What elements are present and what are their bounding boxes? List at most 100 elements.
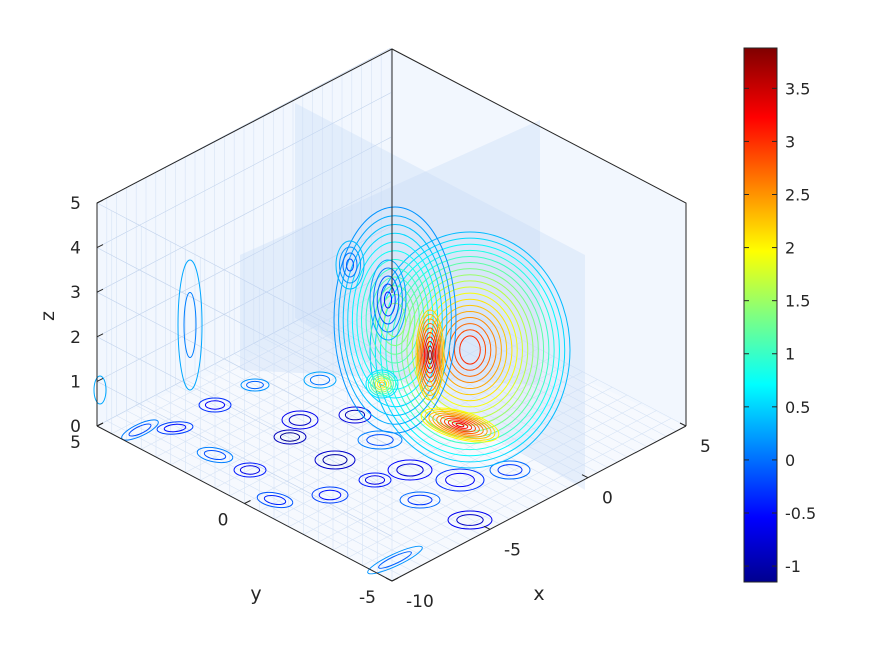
peak-contour — [428, 350, 432, 360]
wall-grid-z — [96, 291, 393, 448]
floor-contour — [309, 374, 331, 386]
floor-contour — [364, 475, 386, 485]
x-tick-label: 5 — [700, 437, 711, 457]
slice-planes — [240, 103, 585, 490]
floor-contour — [263, 494, 287, 506]
wall-contour — [346, 258, 354, 272]
slice-contour — [395, 262, 545, 438]
slice-contour — [347, 232, 443, 408]
floor-contour — [303, 371, 337, 389]
floor-grid-y — [347, 402, 642, 559]
floor-contour — [399, 491, 441, 509]
peak-contour — [436, 414, 484, 436]
peak-contour — [418, 318, 442, 392]
floor-contour — [447, 510, 493, 530]
floor-grid-y — [214, 332, 510, 489]
floor-contour — [203, 449, 227, 461]
floor-contour — [435, 468, 485, 492]
wall-contour — [339, 246, 361, 284]
z-tick-mark — [96, 377, 104, 382]
slice-contour — [333, 206, 457, 434]
y-tick-mark — [391, 577, 399, 582]
floor-contour — [121, 419, 159, 441]
x-tick-mark — [483, 525, 491, 530]
z-tick-mark — [96, 288, 104, 293]
z-axis-label: z — [37, 311, 59, 321]
peak-contour — [416, 314, 444, 396]
floor-grid-y — [244, 348, 539, 504]
x-tick-mark — [581, 474, 589, 479]
colorbar-tick-label: 3.5 — [785, 79, 810, 98]
colorbar-tick-label: -1 — [785, 557, 801, 576]
x-tick-label: -10 — [406, 592, 434, 612]
slice-contour — [351, 241, 439, 399]
peak-contour — [415, 309, 445, 401]
floor-contour — [156, 421, 194, 435]
colorbar-tick-label: -0.5 — [785, 504, 816, 523]
z-tick-mark — [96, 244, 104, 249]
contour-lines — [93, 206, 571, 575]
floor-contour — [163, 423, 187, 433]
y-tick-label: 5 — [70, 433, 81, 453]
y-tick-mark — [96, 422, 104, 427]
wall-contour — [369, 259, 407, 341]
peak-contour — [428, 410, 492, 440]
floor-contour — [281, 410, 319, 430]
slice-contour — [370, 276, 420, 364]
floor-contour — [279, 432, 301, 442]
slice-plane-y — [295, 103, 585, 490]
z-tick-label: 0 — [70, 417, 81, 437]
wall-grid-z — [96, 336, 393, 493]
floor-contour — [256, 491, 294, 509]
wall-grid-z — [96, 136, 392, 293]
z-tick-label: 1 — [70, 372, 81, 392]
peak-contour — [372, 375, 392, 393]
grid-lines — [96, 47, 687, 582]
floor-contour — [240, 378, 270, 392]
floor-contour — [318, 489, 342, 501]
peak-contour — [451, 421, 469, 429]
colorbar: -1 -0.5 0 0.5 1 1.5 2 2.5 3 3.5 — [743, 47, 816, 583]
peak-contour — [443, 417, 477, 433]
floor-contour — [273, 429, 307, 445]
colorbar-tick-label: 2 — [785, 239, 795, 258]
wall-contour — [177, 259, 203, 391]
floor-contour — [358, 472, 392, 488]
floor-contour — [367, 545, 423, 575]
floor-grid-y — [273, 363, 569, 520]
floor-grid-y — [200, 324, 495, 481]
peak-contour — [374, 377, 390, 391]
wall-grid-z — [96, 381, 393, 537]
frame-floor-right — [391, 425, 687, 582]
wall-contour — [183, 292, 197, 358]
x-tick-mark — [385, 577, 393, 582]
z-tick-label: 4 — [70, 239, 81, 259]
floor-contour — [445, 472, 475, 488]
peak-contour — [440, 415, 480, 435]
floor-contour — [344, 409, 366, 421]
slice-contour — [380, 243, 560, 457]
floor-contour — [204, 400, 226, 410]
peak-contour — [423, 336, 437, 374]
peak-contour — [432, 412, 488, 438]
peak-contour — [455, 422, 465, 428]
peak-contour — [367, 371, 397, 397]
y-tick-label: -5 — [359, 588, 376, 608]
wall-contour — [335, 240, 365, 290]
peak-contour — [422, 332, 438, 378]
y-tick-mark — [244, 500, 251, 504]
wall-contour — [380, 283, 396, 317]
peak-contour — [425, 341, 435, 369]
floor-contour — [311, 486, 349, 504]
slice-contour — [338, 215, 452, 425]
colorbar-tick-label: 0 — [785, 451, 795, 470]
z-tick-label: 5 — [70, 194, 81, 214]
floor-contour — [246, 380, 264, 390]
floor-grid-y — [111, 278, 406, 435]
wall-contour — [376, 275, 400, 325]
floor-contour — [396, 463, 424, 477]
floor-contour — [322, 454, 348, 466]
peak-contour — [424, 409, 496, 441]
x-axis-label: x — [533, 583, 544, 605]
